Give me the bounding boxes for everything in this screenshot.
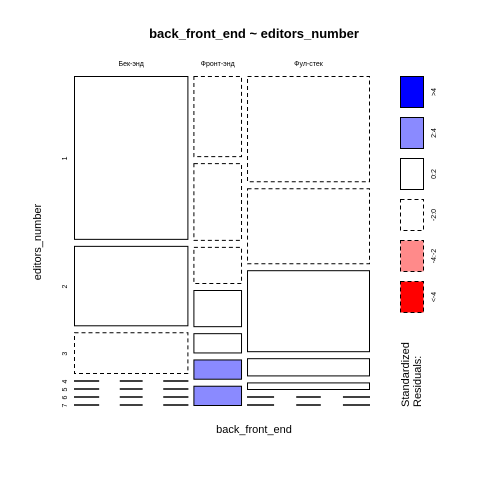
mosaic-cell (247, 188, 371, 265)
mosaic-cell (193, 290, 243, 328)
mosaic-cell (193, 385, 243, 407)
legend-swatch (400, 158, 424, 190)
column-label: Фул-стек (294, 61, 324, 68)
mosaic-cell (193, 76, 243, 158)
mosaic-cell (193, 359, 243, 380)
mosaic-cell (247, 76, 371, 183)
row-label: 4 (62, 379, 69, 383)
legend-label: <-4 (431, 292, 438, 302)
column-label: Фронт-энд (201, 61, 235, 68)
x-axis-label: back_front_end (216, 424, 292, 436)
mosaic-cell (247, 358, 371, 377)
residual-legend: >4 2:4 0:2 -2:0 -4:-2 <-4 (400, 76, 438, 313)
column-label: Бек-энд (118, 61, 143, 68)
row-label: 7 (62, 403, 69, 407)
legend-swatch (400, 117, 424, 149)
row-label: 6 (62, 395, 69, 399)
row-label: 5 (62, 387, 69, 391)
legend-swatch (400, 76, 424, 108)
mosaic-cell (74, 245, 189, 327)
row-label: 1 (62, 156, 69, 160)
legend-label: -2:0 (431, 209, 438, 221)
chart-title: back_front_end ~ editors_number (149, 26, 359, 41)
mosaic-cell (193, 246, 243, 285)
legend-swatch (400, 199, 424, 231)
legend-swatch (400, 281, 424, 313)
mosaic-cells: Бек-энд Фронт-энд Фул-стек 1 2 3 4 5 6 7 (62, 61, 371, 407)
mosaic-cell (74, 332, 189, 374)
mosaic-cell (74, 76, 189, 240)
mosaic-cell (247, 382, 371, 391)
legend-title-line-1: StandardizedResiduals: (400, 342, 424, 407)
legend-label: >4 (431, 88, 438, 96)
legend-label: 0:2 (431, 169, 438, 179)
legend-swatch (400, 240, 424, 272)
row-label: 3 (62, 352, 69, 356)
y-axis-label: editors_number (32, 203, 44, 280)
mosaic-cell (193, 333, 243, 354)
mosaic-cell (193, 163, 243, 241)
legend-label: 2:4 (431, 128, 438, 138)
mosaic-cell (247, 270, 371, 353)
legend-label: -4:-2 (431, 249, 438, 264)
row-label: 2 (62, 285, 69, 289)
